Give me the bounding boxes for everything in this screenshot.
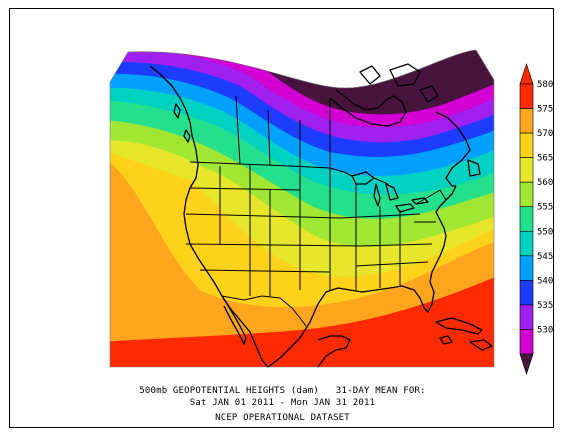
color-legend: 580 575 570 565 560 555 550 545 540 535 530	[519, 63, 553, 375]
legend-swatch	[519, 280, 534, 306]
legend-swatch	[519, 108, 534, 134]
caption-title: 500mb GEOPOTENTIAL HEIGHTS (dam) 31-DAY …	[139, 386, 426, 396]
domain-outline	[109, 49, 495, 368]
legend-label: 550	[537, 227, 553, 237]
legend-label: 565	[537, 154, 553, 164]
legend-swatch	[519, 230, 534, 257]
coastlines	[149, 63, 493, 368]
legend-swatch	[519, 157, 534, 183]
legend-swatch	[519, 255, 534, 281]
legend-swatch	[519, 83, 534, 109]
legend-swatch	[519, 329, 534, 355]
legend-label: 530	[537, 325, 553, 335]
legend-bottom-arrow	[519, 353, 534, 375]
legend-label: 570	[537, 129, 553, 139]
legend-label: 555	[537, 203, 553, 213]
political-borders	[185, 95, 447, 327]
legend-swatch	[519, 304, 534, 330]
legend-swatch	[519, 132, 534, 158]
legend-label: 535	[537, 301, 553, 311]
legend-label: 545	[537, 252, 553, 262]
legend-label: 580	[537, 80, 553, 90]
legend-label: 560	[537, 178, 553, 188]
legend-label: 540	[537, 276, 553, 286]
caption-dataset: NCEP OPERATIONAL DATASET	[215, 413, 350, 423]
legend-label: 575	[537, 105, 553, 115]
legend-swatch	[519, 206, 534, 232]
legend-top-arrow	[519, 63, 534, 85]
legend-swatch	[519, 181, 534, 208]
caption-dates: Sat JAN 01 2011 - Mon JAN 31 2011	[189, 398, 376, 408]
